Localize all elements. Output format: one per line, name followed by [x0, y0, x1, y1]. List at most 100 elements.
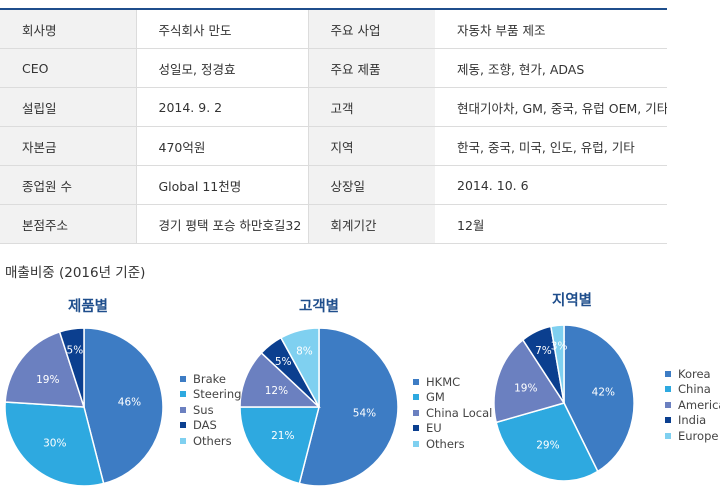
info-value-cell: 현대기아차, GM, 중국, 유럽 OEM, 기타	[435, 87, 667, 127]
info-value-cell: 한국, 중국, 미국, 인도, 유럽, 기타	[435, 126, 667, 166]
info-label-cell: 주요 제품	[308, 48, 435, 88]
pie-data-label: 7%	[535, 345, 552, 357]
info-row: 자본금 470억원 지역 한국, 중국, 미국, 인도, 유럽, 기타	[0, 126, 667, 166]
legend-item: Others	[413, 436, 492, 452]
legend-item: America	[665, 397, 720, 413]
info-value-cell: 2014. 10. 6	[435, 165, 667, 205]
info-label-cell: CEO	[0, 48, 137, 88]
pie-slice-others	[279, 327, 320, 408]
legend-swatch	[180, 437, 186, 444]
info-label-cell: 상장일	[308, 165, 435, 205]
pie-data-label: 42%	[592, 387, 615, 399]
pie-data-label: 46%	[118, 396, 141, 408]
info-value-cell: 성일모, 정경효	[136, 48, 309, 88]
legend-item: Steering	[180, 387, 241, 403]
legend-swatch	[413, 440, 419, 447]
legend-swatch	[413, 425, 419, 432]
info-row: 설립일 2014. 9. 2 고객 현대기아차, GM, 중국, 유럽 OEM, 기타	[0, 87, 667, 127]
legend-label: EU	[426, 421, 442, 436]
pie-data-label: 21%	[271, 430, 294, 442]
info-label-cell: 설립일	[0, 87, 137, 127]
legend-swatch	[180, 391, 186, 398]
pie-slice-china-local	[239, 351, 321, 408]
legend-label: Steering	[193, 387, 242, 402]
pie-slice-korea	[563, 324, 635, 473]
legend-swatch	[413, 394, 419, 401]
pie-slice-sus	[4, 330, 86, 408]
legend-label: Others	[426, 436, 465, 451]
legend-swatch	[413, 378, 419, 385]
legend-swatch	[665, 432, 671, 439]
chart-title-customer: 고객별	[298, 299, 340, 315]
legend-label: GM	[426, 390, 445, 405]
legend-label: Korea	[678, 366, 711, 381]
pie-data-label: 5%	[275, 356, 292, 368]
section-title: 매출비중 (2016년 기준)	[5, 265, 146, 281]
info-row: CEO 성일모, 정경효 주요 제품 제동, 조향, 현가, ADAS	[0, 48, 667, 88]
pie-data-label: 3%	[551, 341, 568, 353]
info-label-cell: 본점주소	[0, 204, 137, 244]
pie-slice-china	[495, 402, 599, 482]
legend-label: Europe	[678, 428, 719, 443]
legend-product: Brake Steering Sus DAS Others	[180, 371, 241, 449]
info-value-cell: 주식회사 만도	[136, 9, 309, 49]
pie-slice-america	[493, 338, 566, 424]
info-label-cell: 자본금	[0, 126, 137, 166]
pie-slice-hkmc	[298, 327, 399, 487]
legend-item: Europe	[665, 428, 720, 444]
info-value-cell: 경기 평택 포승 하만호길32	[136, 204, 309, 244]
info-label-cell: 지역	[308, 126, 435, 166]
legend-label: DAS	[193, 418, 217, 433]
legend-swatch	[180, 375, 186, 382]
info-row: 본점주소 경기 평택 포승 하만호길32 회계기간 12월	[0, 204, 667, 244]
legend-label: India	[678, 413, 707, 428]
legend-item: EU	[413, 421, 492, 437]
pie-data-label: 19%	[36, 374, 59, 386]
info-label-cell: 회계기간	[308, 204, 435, 244]
legend-swatch	[665, 370, 671, 377]
legend-region: KoreaChinaAmericaIndiaEurope	[665, 366, 720, 444]
pie-slice-europe	[550, 324, 565, 404]
info-label-cell: 주요 사업	[308, 9, 435, 49]
pie-chart-customer: 54% 21% 12% 5% 8%	[239, 327, 399, 487]
company-info-table: 회사명 주식회사 만도 주요 사업 자동차 부품 제조 CEO 성일모, 정경효 주요 제품…	[0, 8, 667, 244]
pie-slice-steering	[4, 401, 105, 487]
chart-title-region: 지역별	[551, 293, 593, 309]
pie-slice-gm	[239, 406, 320, 485]
pie-chart-product: 46% 30% 19% 5%	[4, 327, 164, 487]
info-row: 회사명 주식회사 만도 주요 사업 자동차 부품 제조	[0, 9, 667, 49]
legend-label: Brake	[193, 371, 226, 386]
legend-item: Brake	[180, 371, 241, 387]
legend-swatch	[180, 406, 186, 413]
info-value-cell: 자동차 부품 제조	[435, 9, 667, 49]
legend-label: HKMC	[426, 374, 461, 389]
pie-data-label: 54%	[353, 408, 376, 420]
legend-item: India	[665, 413, 720, 429]
pie-data-label: 8%	[296, 345, 313, 357]
pie-data-label: 12%	[265, 385, 288, 397]
legend-item: GM	[413, 390, 492, 406]
legend-swatch	[413, 409, 419, 416]
legend-label: America	[678, 397, 720, 412]
pie-data-label: 19%	[514, 383, 537, 395]
legend-item: Sus	[180, 402, 241, 418]
info-value-cell: 2014. 9. 2	[136, 87, 309, 127]
pie-slice-das	[58, 327, 85, 408]
legend-label: China Local	[426, 405, 493, 420]
legend-label: Sus	[193, 402, 214, 417]
info-row: 종업원 수 Global 11천명 상장일 2014. 10. 6	[0, 165, 667, 205]
legend-item: Others	[180, 433, 241, 449]
legend-swatch	[665, 401, 671, 408]
legend-swatch	[665, 386, 671, 393]
pie-data-label: 29%	[536, 440, 559, 452]
info-value-cell: 12월	[435, 204, 667, 244]
legend-item: China	[665, 382, 720, 398]
pie-slice-brake	[83, 327, 164, 485]
info-label-cell: 고객	[308, 87, 435, 127]
info-value-cell: 제동, 조향, 현가, ADAS	[435, 48, 667, 88]
legend-swatch	[180, 422, 186, 429]
legend-label: China	[678, 382, 711, 397]
legend-item: Korea	[665, 366, 720, 382]
legend-item: DAS	[180, 418, 241, 434]
info-label-cell: 종업원 수	[0, 165, 137, 205]
